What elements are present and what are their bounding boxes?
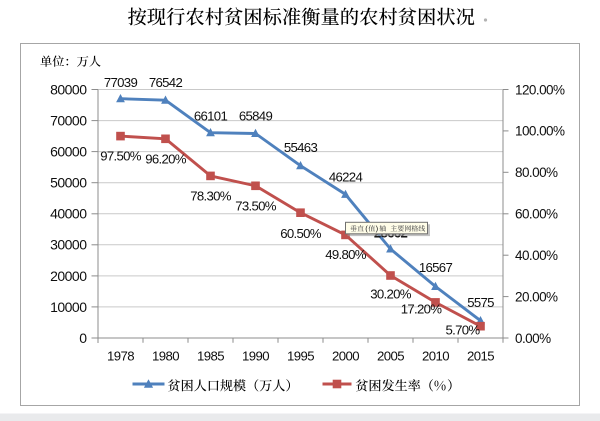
svg-text:17.20%: 17.20% <box>401 302 443 317</box>
svg-text:(: ( <box>365 224 368 233</box>
svg-text:20000: 20000 <box>50 268 87 284</box>
svg-text:80.00%: 80.00% <box>515 165 558 180</box>
svg-text:49.80%: 49.80% <box>325 247 367 262</box>
svg-text:50000: 50000 <box>50 175 87 191</box>
svg-text:30000: 30000 <box>50 237 87 253</box>
svg-text:77039: 77039 <box>104 75 138 90</box>
svg-text:1978: 1978 <box>107 349 134 364</box>
svg-text:80000: 80000 <box>50 81 87 97</box>
svg-text:60000: 60000 <box>50 144 87 160</box>
svg-text:100.00%: 100.00% <box>515 124 565 139</box>
svg-text:65849: 65849 <box>239 108 273 123</box>
svg-text:2000: 2000 <box>332 349 359 364</box>
svg-text:66101: 66101 <box>194 108 228 123</box>
svg-text:96.20%: 96.20% <box>145 152 187 167</box>
svg-text:16567: 16567 <box>419 260 453 275</box>
svg-text:46224: 46224 <box>329 170 363 185</box>
svg-text:40000: 40000 <box>50 206 87 222</box>
svg-text:0: 0 <box>79 330 87 346</box>
svg-text:5.70%: 5.70% <box>446 323 481 338</box>
svg-text:2005: 2005 <box>377 349 404 364</box>
svg-text:1990: 1990 <box>242 349 269 364</box>
svg-text:40.00%: 40.00% <box>515 248 558 263</box>
svg-text:1985: 1985 <box>197 349 224 364</box>
svg-text:): ) <box>376 224 379 233</box>
svg-text:55463: 55463 <box>284 140 318 155</box>
svg-text:120.00%: 120.00% <box>515 82 565 97</box>
svg-text:20.00%: 20.00% <box>515 289 558 304</box>
svg-text:2015: 2015 <box>467 349 494 364</box>
svg-text:60.00%: 60.00% <box>515 207 558 222</box>
svg-text:5575: 5575 <box>467 295 494 310</box>
svg-text:10000: 10000 <box>50 299 87 315</box>
svg-text:1995: 1995 <box>287 349 314 364</box>
svg-text:73.50%: 73.50% <box>235 199 277 214</box>
svg-text:60.50%: 60.50% <box>280 226 322 241</box>
svg-text:78.30%: 78.30% <box>190 189 232 204</box>
svg-text:70000: 70000 <box>50 113 87 129</box>
svg-text:0.00%: 0.00% <box>515 331 551 346</box>
svg-text:2010: 2010 <box>422 349 449 364</box>
svg-text:30.20%: 30.20% <box>370 287 412 302</box>
svg-text:1980: 1980 <box>152 349 179 364</box>
svg-text:76542: 76542 <box>149 75 183 90</box>
svg-text:97.50%: 97.50% <box>100 149 142 164</box>
